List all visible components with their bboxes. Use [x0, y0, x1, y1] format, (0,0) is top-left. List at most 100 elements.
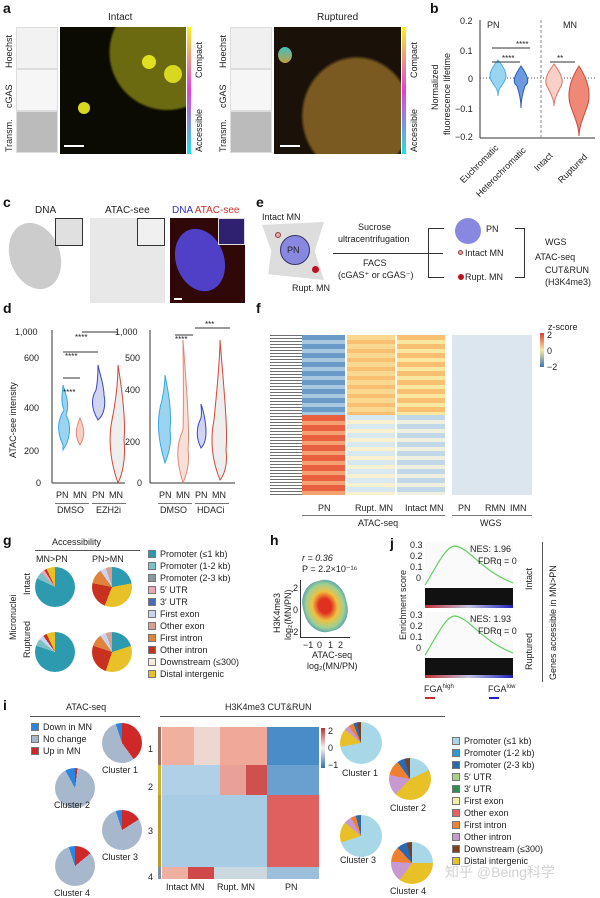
f-heat-pn-top [302, 335, 345, 415]
i-col-intact: Intact MN [166, 882, 205, 892]
cgas-thumb-ruptured [230, 69, 272, 111]
i-col-rupt: Rupt. MN [217, 882, 256, 892]
d-left-ytick-1: 600 [24, 353, 40, 363]
d-violin-hdaci-mn [211, 339, 228, 481]
colorbar-top-label-intact: Compact [194, 41, 204, 78]
b-sig-0: **** [516, 40, 529, 49]
i-cr-pie-4 [391, 842, 433, 884]
d-violin-ezh2i-mn [109, 364, 126, 485]
d-right-ytick-2: 400 [125, 385, 141, 395]
j-ytick-r0: 0.3 [410, 610, 423, 620]
j-ytick-i3: 0 [416, 573, 422, 583]
i-legend-item: First exon [452, 795, 543, 807]
g-legend-item: Promoter (1-2 kb) [148, 560, 239, 572]
g-legend-label: Promoter (1-2 kb) [160, 561, 231, 571]
i-legend-item: First intron [452, 819, 543, 831]
f-zscore-label: z-score [548, 322, 578, 332]
d-violin-hdaci-pn [196, 403, 207, 449]
e-branch [428, 228, 444, 278]
i-atac-legend-item: Down in MN [31, 721, 92, 733]
h-ytick-1: 0 [293, 605, 299, 615]
i-legend-item: Other exon [452, 807, 543, 819]
h-xtick-0: −1 [303, 640, 314, 650]
i-cr-pie-2 [389, 758, 431, 800]
i-row-2: 2 [148, 782, 154, 792]
d-xlabel-r1: MN [176, 490, 190, 500]
j-fga-low-sup: low [506, 684, 516, 690]
g-pie-intact-pnmn [92, 567, 132, 607]
g-legend-item: Distal intergenic [148, 668, 239, 680]
g-col1: MN>PN [36, 554, 68, 564]
d-xlabel-3: MN [109, 490, 123, 500]
g-legend-swatch [148, 658, 156, 666]
i-atac-legend-label: Down in MN [43, 722, 93, 732]
cgas-thumb-intact [16, 69, 58, 111]
g-legend-swatch [148, 586, 156, 594]
b-ytick-2: 0 [468, 74, 474, 84]
i-atac-title: ATAC-seq [66, 702, 107, 712]
b-ytick-3: −0.1 [455, 104, 473, 114]
c-merge-dna: DNA [172, 205, 193, 216]
f-zticks-0: 2 [547, 330, 553, 340]
f-col-wgs-rmn: RMN [485, 503, 506, 513]
b-ytick-0: 0.2 [460, 16, 473, 26]
e-out-pn-circle [455, 218, 481, 244]
i-cr-cluster-4: Cluster 4 [390, 886, 427, 896]
panel-i-label: i [3, 697, 7, 713]
violin-heterochromatic [513, 65, 529, 109]
g-legend-item: Other exon [148, 620, 239, 632]
watermark: 知乎 @Being科学 [445, 864, 555, 880]
d-sig-left-0: **** [75, 333, 88, 342]
i-atac-legend-item: No change [31, 733, 92, 745]
h-ytick-2: −2 [288, 627, 299, 637]
colorbar-top-label-ruptured: Compact [409, 41, 419, 78]
d-violin-dmso-pn-r [157, 374, 171, 465]
d-left-ytick-0: 1,000 [15, 327, 38, 337]
i-ctick-0: 2 [328, 726, 334, 736]
c-title-dna: DNA [35, 205, 57, 216]
e-assay-wgs: WGS [545, 237, 567, 247]
b-ytick-4: −0.2 [455, 132, 473, 142]
i-atac-legend-swatch [31, 747, 39, 755]
c-merge-image [166, 218, 245, 303]
d-left-ytick-3: 200 [24, 446, 40, 456]
g-legend-item: Downstream (≤300) [148, 656, 239, 668]
g-legend: Promoter (≤1 kb) Promoter (1-2 kb) Promote… [148, 548, 239, 680]
g-legend-swatch [148, 670, 156, 678]
panel-e-label: e [256, 194, 264, 210]
d-sig-right-1: *** [205, 320, 215, 329]
colorbar-ruptured [402, 27, 406, 154]
j-ytick-i1: 0.2 [410, 551, 423, 561]
f-colorbar [540, 333, 544, 367]
g-legend-label: Other exon [160, 621, 205, 631]
d-xlabel-1: MN [73, 490, 87, 500]
i-atac-legend-label: Up in MN [43, 746, 81, 756]
i-atac-legend: Down in MN No change Up in MN [31, 721, 92, 757]
g-legend-item: Promoter (2-3 kb) [148, 572, 239, 584]
i-legend-item: Promoter (≤1 kb) [452, 735, 543, 747]
colorbar-bottom-label-intact: Accessible [194, 108, 204, 152]
i-ctick-2: −1 [328, 760, 339, 770]
g-pie-ruptured-mnpn [35, 632, 75, 672]
b-ytick-1: 0.1 [460, 46, 473, 56]
violin-ruptured [568, 65, 590, 137]
transm-thumb-intact [16, 111, 58, 153]
d-violin-ezh2i-pn [91, 364, 106, 421]
e-intact-mn-dot [275, 232, 281, 238]
h-p-text: P = 2.2×10⁻¹⁶ [302, 564, 358, 574]
f-group-wgs: WGS [480, 518, 502, 528]
d-ylabel: ATAC-see intensity [8, 382, 18, 458]
e-out-rupt: Rupt. MN [465, 272, 504, 282]
panel-d-label: d [3, 300, 12, 316]
e-out-pn: PN [486, 224, 499, 234]
i-cr-cluster-2: Cluster 2 [390, 803, 427, 813]
violin-chart-b [479, 20, 595, 139]
g-legend-label: 3′ UTR [160, 597, 188, 607]
i-atac-cluster-2: Cluster 2 [54, 800, 91, 810]
i-legend-swatch [452, 749, 460, 757]
g-legend-label: First intron [160, 633, 203, 643]
intact-title: Intact [108, 12, 133, 23]
e-pn-circle [280, 235, 310, 265]
panel-h-label: h [270, 532, 279, 548]
i-atac-pie-4 [55, 846, 95, 886]
